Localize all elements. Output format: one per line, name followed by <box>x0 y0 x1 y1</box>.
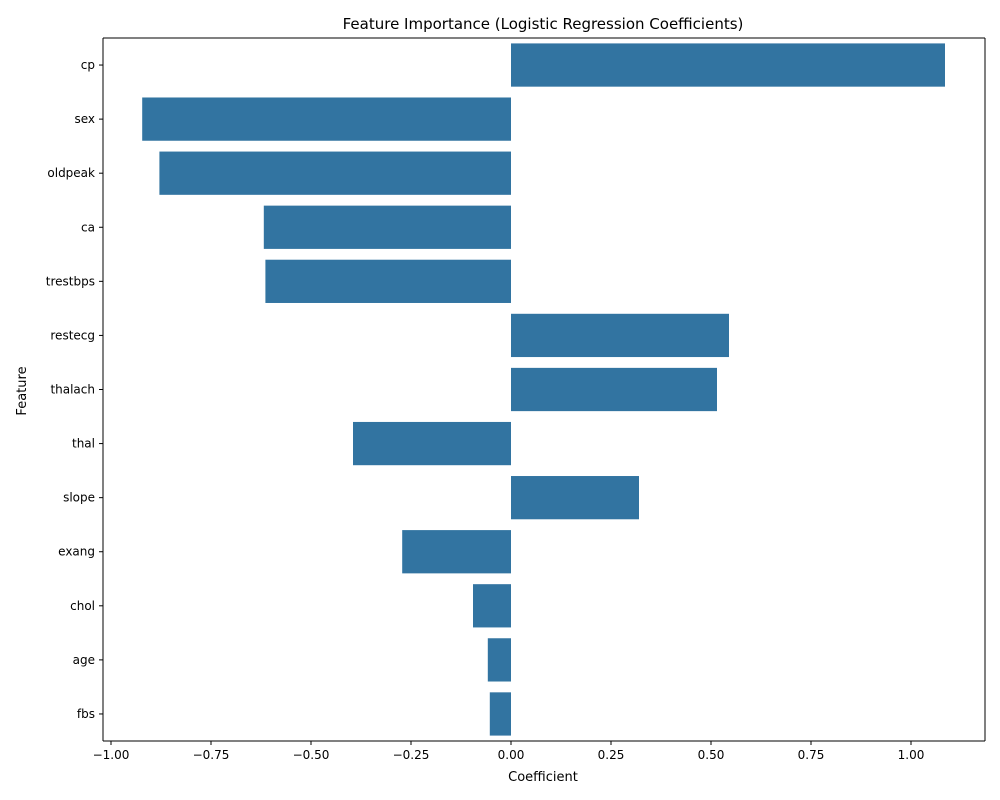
x-tick-label: −0.75 <box>193 748 230 762</box>
x-tick-label: 0.50 <box>698 748 725 762</box>
bar-thalach <box>511 367 717 412</box>
y-tick-label-cp: cp <box>81 58 95 72</box>
bars-layer <box>142 43 945 736</box>
x-tick-label: 0.25 <box>598 748 625 762</box>
x-axis-label: Coefficient <box>508 770 578 785</box>
bar-sex <box>142 97 511 141</box>
bar-exang <box>402 530 511 574</box>
bar-fbs <box>489 692 511 736</box>
x-ticks-layer: −1.00 −0.75 −0.50 −0.25 0.00 0.25 0.50 0.75 1.00 <box>93 741 925 762</box>
y-tick-label-chol: chol <box>70 599 95 613</box>
y-tick-label-oldpeak: oldpeak <box>47 166 95 180</box>
bar-cp <box>511 43 945 87</box>
bar-age <box>487 638 511 682</box>
x-tick-label: −0.50 <box>293 748 330 762</box>
x-tick-label: −1.00 <box>93 748 130 762</box>
bar-ca <box>263 205 511 249</box>
bar-thal <box>353 421 511 466</box>
axes-frame <box>102 37 986 742</box>
y-axis-label: Feature <box>15 366 30 415</box>
x-tick-label: 0.00 <box>498 748 525 762</box>
chart-title: Feature Importance (Logistic Regression … <box>343 15 744 33</box>
y-tick-label-exang: exang <box>58 545 95 559</box>
bar-oldpeak <box>159 151 511 195</box>
y-tick-label-trestbps: trestbps <box>46 274 95 288</box>
y-ticks-layer: cp sex oldpeak ca trestbps restecg thalach thal… <box>46 58 103 721</box>
y-tick-label-thalach: thalach <box>50 383 95 397</box>
y-tick-label-slope: slope <box>63 491 95 505</box>
y-tick-label-age: age <box>73 653 95 667</box>
y-tick-label-fbs: fbs <box>77 707 95 721</box>
y-tick-label-ca: ca <box>81 220 95 234</box>
bar-trestbps <box>265 259 511 303</box>
x-tick-label: −0.25 <box>393 748 430 762</box>
bar-chol <box>473 584 511 628</box>
bar-slope <box>511 476 639 520</box>
y-tick-label-restecg: restecg <box>50 328 95 342</box>
x-tick-label: 0.75 <box>798 748 825 762</box>
y-tick-label-sex: sex <box>74 112 95 126</box>
y-tick-label-thal: thal <box>72 437 95 451</box>
bar-restecg <box>511 313 729 358</box>
x-tick-label: 1.00 <box>898 748 925 762</box>
